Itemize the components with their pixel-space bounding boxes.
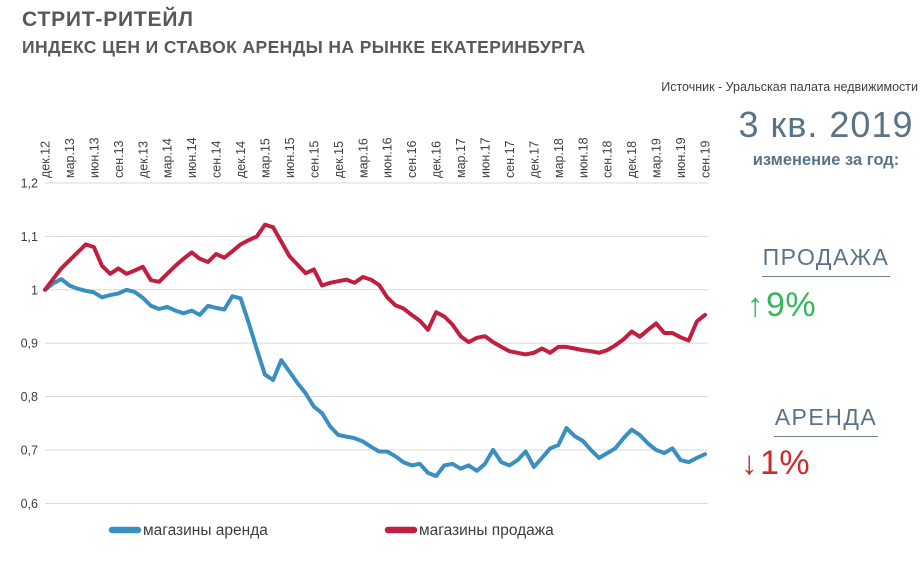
x-axis-tick-label: мар.16: [356, 138, 370, 178]
x-axis-tick-label: сен.14: [210, 140, 224, 178]
rent-change: ↓1%: [741, 444, 810, 483]
x-axis-tick-label: июн.14: [185, 137, 199, 178]
series-line: [43, 222, 707, 357]
y-axis-tick-label: 0,9: [21, 337, 38, 351]
period-label: 3 кв. 2019: [738, 104, 914, 145]
x-axis-tick-label: сен.18: [601, 140, 615, 178]
x-axis-tick-label: июн.13: [87, 137, 101, 178]
rent-indicator: АРЕНДА: [733, 404, 919, 437]
x-axis-tick-label: дек.16: [430, 141, 444, 178]
x-axis-tick-label: дек.18: [625, 141, 639, 178]
rent-label: АРЕНДА: [773, 404, 879, 437]
x-axis-tick-label: сен.15: [307, 140, 321, 178]
x-axis-tick-label: дек.14: [234, 141, 248, 178]
x-axis-tick-label: июн.19: [674, 137, 688, 178]
up-arrow-icon: ↑: [747, 286, 764, 323]
page-title: СТРИТ-РИТЕЙЛ: [22, 8, 194, 31]
series-line: [43, 277, 707, 479]
rent-change-value: 1%: [760, 444, 811, 482]
sale-label: ПРОДАЖА: [761, 244, 891, 277]
page-subtitle: ИНДЕКС ЦЕН И СТАВОК АРЕНДЫ НА РЫНКЕ ЕКАТ…: [22, 37, 586, 57]
x-axis-tick-label: мар.17: [454, 138, 468, 178]
x-axis-tick-label: июн.16: [381, 137, 395, 178]
y-axis-tick-label: 0,8: [21, 390, 38, 404]
sale-change-value: 9%: [766, 286, 817, 324]
sale-change: ↑9%: [747, 286, 816, 325]
source-note: Источник - Уральская палата недвижимости: [661, 80, 918, 94]
x-axis-tick-label: дек.12: [39, 141, 53, 178]
y-axis-tick-label: 1,1: [21, 230, 38, 244]
y-axis-tick-label: 0,7: [21, 443, 38, 457]
x-axis-tick-label: июн.17: [479, 137, 493, 178]
x-axis-tick-label: сен.19: [699, 140, 713, 178]
x-axis-tick-label: мар.19: [650, 138, 664, 178]
y-axis-tick-label: 0,6: [21, 497, 38, 511]
x-axis-tick-label: мар.14: [161, 138, 175, 178]
y-axis-tick-label: 1,2: [21, 177, 38, 191]
price-index-chart: 1,2 1,1 1 0,9 0,8 0,7 0,6 дек.12 мар.13 июн.13 сен…: [0, 95, 730, 555]
y-axis-tick-label: 1: [31, 283, 38, 297]
price-index-chart-svg: 1,2 1,1 1 0,9 0,8 0,7 0,6 дек.12 мар.13 июн.13 сен…: [21, 137, 713, 539]
legend-label: магазины аренда: [143, 522, 268, 539]
x-axis-tick-label: июн.15: [283, 137, 297, 178]
yoy-caption: изменение за год:: [752, 151, 900, 169]
x-axis-tick-label: мар.18: [552, 138, 566, 178]
x-axis-tick-label: сен.16: [405, 140, 419, 178]
x-axis-tick-label: дек.13: [136, 141, 150, 178]
x-axis-tick-label: сен.13: [112, 140, 126, 178]
x-axis-tick-label: сен.17: [503, 140, 517, 178]
x-axis-tick-label: июн.18: [576, 137, 590, 178]
x-axis-tick-label: дек.15: [332, 141, 346, 178]
legend-label: магазины продажа: [419, 522, 554, 539]
x-axis-tick-label: дек.17: [527, 141, 541, 178]
summary-panel: 3 кв. 2019 изменение за год: ПРОДАЖА ↑9%…: [733, 0, 919, 581]
x-axis-tick-label: мар.13: [63, 138, 77, 178]
x-axis-tick-label: мар.15: [259, 138, 273, 178]
sale-indicator: ПРОДАЖА: [733, 244, 919, 277]
down-arrow-icon: ↓: [741, 444, 758, 481]
